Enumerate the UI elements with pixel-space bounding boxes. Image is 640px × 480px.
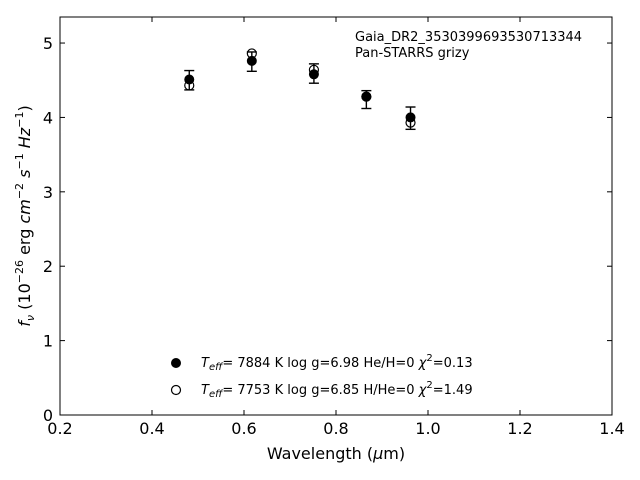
x-axis: 0.2 0.4 0.6 0.8 1.0 1.2 1.4 (47, 17, 625, 438)
y-tick-label: 2 (43, 257, 53, 276)
open-marker-point (246, 48, 257, 59)
x-tick-label: 0.2 (47, 419, 72, 438)
x-tick-label: 1.2 (507, 419, 532, 438)
y-tick-label: 0 (43, 406, 53, 425)
y-tick-label: 3 (43, 183, 53, 202)
legend: Teff= 7884 K log g=6.98 He/H=0 χ2=0.13 T… (170, 353, 473, 400)
y-axis-title: fν (10−26 erg cm−2 s−1 Hz−1) (13, 105, 37, 326)
legend-entry-1: Teff= 7884 K log g=6.98 He/H=0 χ2=0.13 (201, 353, 473, 373)
y-tick-label: 4 (43, 108, 53, 127)
error-bars (184, 51, 416, 131)
filled-marker-point (246, 55, 257, 66)
open-marker-point (405, 117, 416, 128)
filled-marker-point (405, 112, 416, 123)
x-tick-label: 0.8 (323, 419, 348, 438)
legend-marker-open (170, 384, 182, 396)
data-points (184, 48, 416, 128)
open-marker-point (184, 80, 195, 91)
x-tick-label: 1.4 (599, 419, 624, 438)
open-marker-point (361, 91, 372, 102)
x-tick-label: 0.6 (231, 419, 256, 438)
x-tick-label: 0.4 (139, 419, 164, 438)
y-tick-label: 1 (43, 332, 53, 351)
y-tick-label: 5 (43, 34, 53, 53)
y-axis: 0 1 2 3 4 5 (43, 34, 612, 425)
annotation-survey: Pan-STARRS grizy (355, 46, 470, 61)
open-marker-point (308, 64, 320, 75)
legend-entry-2: Teff= 7753 K log g=6.85 H/He=0 χ2=1.49 (201, 380, 473, 400)
x-tick-label: 1.0 (415, 419, 440, 438)
legend-marker-filled (171, 358, 181, 368)
annotation-object-id: Gaia_DR2_3530399693530713344 (355, 30, 582, 45)
x-axis-title: Wavelength (μm) (267, 444, 405, 463)
